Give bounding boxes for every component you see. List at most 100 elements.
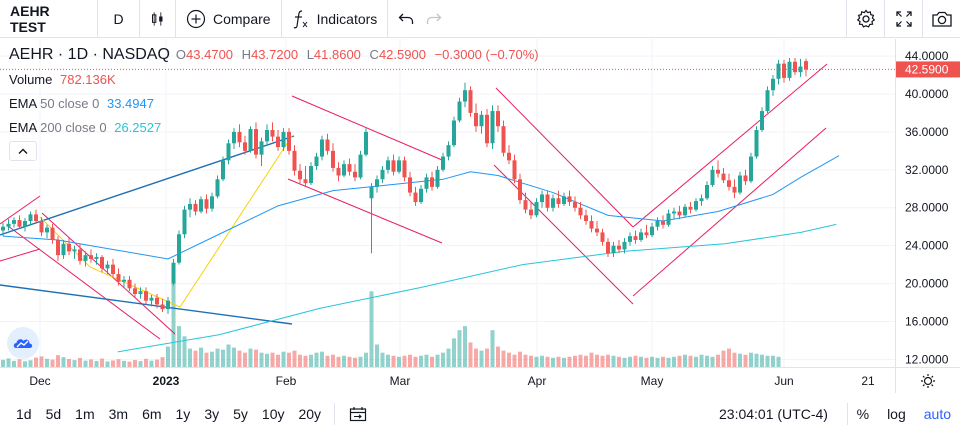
candle: [215, 175, 220, 199]
legend-ema200[interactable]: EMA 200 close 0 26.2527: [9, 120, 161, 135]
open-value: 43.4700: [186, 47, 234, 62]
symbol-search-button[interactable]: AEHR TEST: [0, 0, 98, 38]
price-chart[interactable]: [0, 39, 895, 367]
auto-scale-toggle[interactable]: auto: [923, 405, 951, 422]
candle-body: [342, 164, 346, 176]
volume-bar: [391, 355, 396, 367]
legend-symbol-title[interactable]: AEHR · 1D · NASDAQ: [9, 46, 170, 63]
candle-body: [94, 257, 99, 259]
volume-bar: [17, 359, 22, 367]
candle: [556, 190, 561, 208]
volume-bar: [413, 356, 418, 367]
candle-body: [694, 201, 698, 210]
price-axis[interactable]: 44.0000 40.0000 36.0000 32.0000 28.0000 24.00…: [895, 39, 960, 367]
volume-bar: [501, 350, 506, 367]
price-tick-label: 28.0000: [905, 201, 949, 215]
cloud-chart-icon: [13, 339, 33, 348]
chart-type-button[interactable]: [140, 0, 176, 38]
fullscreen-button[interactable]: [884, 0, 922, 38]
range-1d[interactable]: 1d: [16, 405, 32, 422]
percent-scale-toggle[interactable]: %: [856, 405, 870, 422]
volume-bar: [369, 291, 374, 367]
volume-bar: [254, 349, 258, 367]
range-10y[interactable]: 10y: [261, 405, 285, 422]
candle: [17, 215, 22, 229]
time-axis[interactable]: Dec 2023 Feb Mar Apr May Jun 21: [0, 367, 895, 393]
candle-body: [639, 232, 643, 240]
candle: [798, 58, 803, 77]
volume-bar: [534, 356, 539, 367]
volume-bar: [446, 348, 451, 367]
range-6m[interactable]: 6m: [142, 405, 162, 422]
range-3y[interactable]: 3y: [204, 405, 220, 422]
range-1y[interactable]: 1y: [175, 405, 191, 422]
candle-body: [298, 170, 302, 180]
volume-bar: [56, 355, 60, 367]
candle-body: [479, 114, 484, 127]
volume-bar: [688, 355, 693, 367]
candle: [457, 97, 462, 123]
timezone-clock[interactable]: 23:04:01 (UTC-4): [719, 394, 828, 433]
candle: [672, 207, 676, 220]
chart-legend: AEHR · 1D · NASDAQ O43.4700 H43.7200 L41…: [9, 46, 544, 64]
legend-volume[interactable]: Volume 782.136K: [9, 72, 116, 87]
legend-collapse-button[interactable]: [9, 141, 37, 161]
candle-body: [688, 206, 693, 210]
interval-button[interactable]: D: [98, 0, 140, 38]
candles: [1, 57, 808, 314]
undo-icon[interactable]: [398, 12, 414, 26]
candle-body: [292, 150, 297, 171]
candle-body: [100, 257, 104, 269]
candle: [287, 128, 291, 155]
candle-body: [413, 192, 418, 203]
candle-body: [677, 211, 682, 216]
volume-bar: [578, 354, 583, 367]
range-5d[interactable]: 5d: [45, 405, 62, 422]
low-value: 41.8600: [313, 47, 361, 62]
volume-bar: [259, 352, 264, 367]
volume-bar: [589, 352, 594, 367]
candle-body: [474, 112, 478, 127]
candle-body: [226, 143, 231, 161]
candle: [408, 171, 412, 197]
candle-body: [771, 78, 775, 91]
candle: [364, 128, 368, 157]
log-scale-toggle[interactable]: log: [887, 405, 906, 422]
redo-icon[interactable]: [426, 12, 442, 26]
range-20y[interactable]: 20y: [298, 405, 322, 422]
chevron-up-icon: [18, 148, 28, 154]
axis-settings-button[interactable]: [895, 367, 960, 393]
candle-body: [320, 139, 324, 157]
goto-date-button[interactable]: [341, 406, 375, 422]
settings-button[interactable]: [846, 0, 884, 38]
candle: [276, 130, 280, 151]
candle: [72, 245, 77, 259]
indicators-button[interactable]: Indicators: [282, 0, 389, 38]
channel-line-1: [0, 248, 41, 262]
candle-body: [50, 227, 55, 240]
candle: [430, 171, 434, 191]
range-1m[interactable]: 1m: [75, 405, 95, 422]
candle: [28, 211, 33, 225]
candle: [226, 139, 231, 165]
logo-badge[interactable]: [7, 327, 39, 359]
candle: [402, 156, 407, 182]
volume-bar: [380, 352, 385, 367]
time-tick-label: Dec: [29, 374, 50, 388]
candle: [243, 135, 247, 155]
legend-ema50[interactable]: EMA 50 close 0 33.4947: [9, 96, 154, 111]
candle: [540, 190, 544, 208]
volume-bar: [617, 356, 621, 367]
candle-body: [386, 160, 390, 170]
chart-pane[interactable]: [0, 39, 895, 367]
compare-button[interactable]: Compare: [176, 0, 282, 38]
volume-bar: [177, 326, 181, 367]
range-5y[interactable]: 5y: [233, 405, 248, 422]
candle-body: [589, 221, 594, 229]
volume-bar: [72, 360, 77, 367]
price-tick-label: 44.0000: [905, 49, 949, 63]
drawing-tools[interactable]: [0, 63, 828, 340]
range-3m[interactable]: 3m: [108, 405, 129, 422]
candle: [61, 239, 66, 259]
snapshot-button[interactable]: [922, 0, 960, 38]
